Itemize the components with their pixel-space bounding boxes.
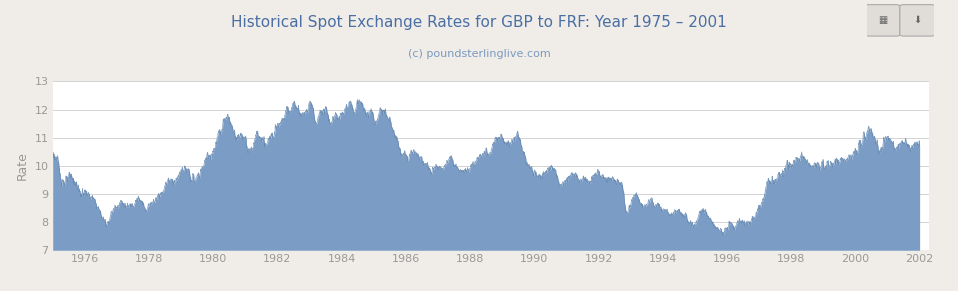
Text: ⬇: ⬇	[913, 15, 922, 25]
Text: ▦: ▦	[878, 15, 887, 25]
Text: (c) poundsterlinglive.com: (c) poundsterlinglive.com	[407, 49, 551, 59]
FancyBboxPatch shape	[900, 5, 935, 36]
Y-axis label: Rate: Rate	[16, 151, 29, 180]
Text: Historical Spot Exchange Rates for GBP to FRF: Year 1975 – 2001: Historical Spot Exchange Rates for GBP t…	[231, 15, 727, 30]
FancyBboxPatch shape	[865, 5, 900, 36]
